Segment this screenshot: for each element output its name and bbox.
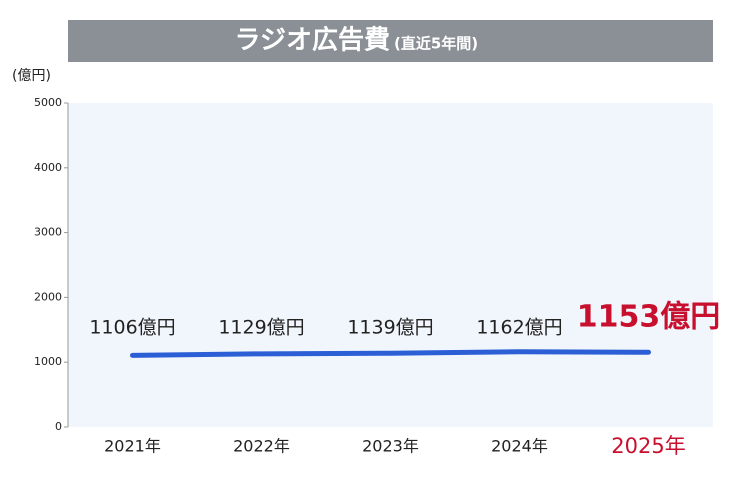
value-label: 1106億円 xyxy=(89,317,175,339)
title-bar xyxy=(68,20,713,62)
x-tick-label: 2023年 xyxy=(362,437,419,456)
y-tick-label: 3000 xyxy=(34,226,62,239)
data-line xyxy=(130,349,651,358)
y-axis-label: (億円) xyxy=(12,68,51,84)
value-label: 1162億円 xyxy=(476,317,562,339)
y-tick-label: 0 xyxy=(55,420,62,433)
value-label: 1129億円 xyxy=(218,317,304,339)
y-tick-label: 4000 xyxy=(34,161,62,174)
value-label: 1139億円 xyxy=(347,317,433,339)
x-tick-label: 2025年 xyxy=(611,434,685,458)
x-tick-label: 2022年 xyxy=(233,437,290,456)
y-tick-label: 2000 xyxy=(34,290,62,303)
value-label: 1153億円 xyxy=(577,300,721,335)
y-tick-label: 5000 xyxy=(34,96,62,109)
x-tick-label: 2024年 xyxy=(491,437,548,456)
x-tick-label: 2021年 xyxy=(104,437,161,456)
y-tick-label: 1000 xyxy=(34,355,62,368)
chart-subtitle: (直近5年間) xyxy=(394,35,478,53)
chart-title: ラジオ広告費 xyxy=(235,25,390,56)
plot-area xyxy=(68,103,713,427)
